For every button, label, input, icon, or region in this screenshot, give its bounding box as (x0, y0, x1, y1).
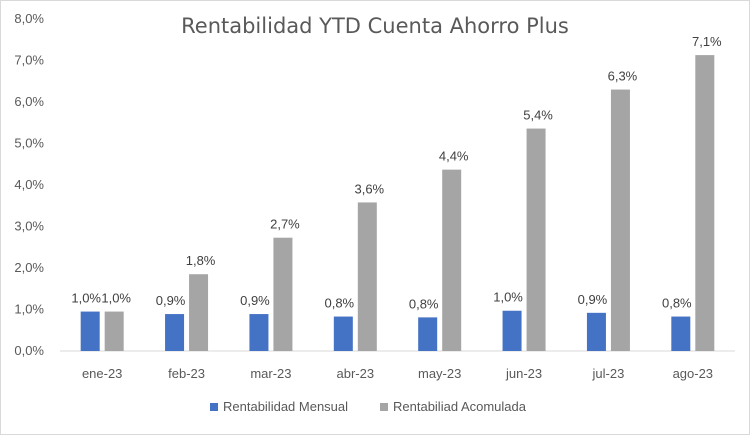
bar-rentabilidad-acumulada (104, 311, 124, 351)
y-tick-label: 5,0% (14, 136, 44, 151)
x-tick-label: jul-23 (592, 366, 625, 381)
y-tick-label: 0,0% (14, 343, 44, 358)
bar-rentabilidad-mensual (165, 314, 185, 351)
x-tick-label: ene-23 (82, 366, 122, 381)
legend: Rentabilidad Mensual Rentabiliad Acomulad… (210, 399, 527, 414)
x-tick-label: feb-23 (168, 366, 205, 381)
legend-label-acumulada: Rentabiliad Acomulada (393, 399, 527, 414)
bar-rentabilidad-mensual (333, 316, 353, 351)
data-label: 0,9% (156, 293, 186, 308)
bar-rentabilidad-acumulada (610, 89, 630, 352)
data-label: 0,8% (409, 296, 439, 311)
bar-rentabilidad-mensual (249, 314, 269, 351)
bar-rentabilidad-mensual (80, 311, 100, 351)
data-label: 1,0% (493, 290, 523, 305)
bars (80, 55, 715, 352)
y-tick-label: 6,0% (14, 94, 44, 109)
bar-rentabilidad-acumulada (526, 128, 546, 351)
y-tick-label: 4,0% (14, 177, 44, 192)
y-tick-label: 7,0% (14, 53, 44, 68)
y-tick-label: 3,0% (14, 219, 44, 234)
bar-rentabilidad-acumulada (357, 202, 377, 351)
bar-rentabilidad-mensual (586, 312, 606, 351)
x-tick-label: may-23 (418, 366, 461, 381)
legend-swatch-acumulada (380, 403, 388, 411)
legend-swatch-mensual (210, 403, 218, 411)
bar-rentabilidad-mensual (418, 317, 438, 351)
data-label: 2,7% (270, 217, 300, 232)
data-label: 6,3% (608, 69, 638, 84)
data-label: 1,0% (101, 291, 131, 306)
bar-rentabilidad-acumulada (273, 237, 293, 351)
y-tick-label: 1,0% (14, 302, 44, 317)
y-tick-label: 2,0% (14, 260, 44, 275)
data-label: 3,6% (354, 181, 384, 196)
data-label: 0,9% (240, 293, 270, 308)
data-label: 0,8% (324, 296, 354, 311)
x-tick-label: mar-23 (250, 366, 291, 381)
bar-rentabilidad-acumulada (695, 55, 715, 351)
bar-rentabilidad-acumulada (189, 274, 209, 351)
x-tick-label: abr-23 (337, 366, 375, 381)
bar-rentabilidad-mensual (502, 310, 522, 351)
x-tick-label: ago-23 (673, 366, 713, 381)
x-tick-label: jun-23 (505, 366, 542, 381)
data-labels: 1,0% 1,0% 0,9%1,8%0,9%2,7%0,8%3,6%0,8%4,4%… (71, 34, 722, 311)
data-label: 1,0% (71, 291, 101, 306)
data-label: 7,1% (692, 34, 722, 49)
data-label: 5,4% (523, 108, 553, 123)
legend-label-mensual: Rentabilidad Mensual (223, 399, 348, 414)
bar-rentabilidad-acumulada (442, 169, 462, 351)
axes: 0,0% 1,0% 2,0% 3,0% 4,0% 5,0% 6,0% 7,0% 8,0% ene-… (14, 11, 735, 381)
data-label: 0,8% (662, 296, 692, 311)
data-label: 1,8% (186, 253, 216, 268)
data-label: 4,4% (439, 149, 469, 164)
data-label: 0,9% (578, 292, 608, 307)
y-tick-label: 8,0% (14, 11, 44, 26)
bar-rentabilidad-mensual (671, 316, 691, 351)
chart-title: Rentabilidad YTD Cuenta Ahorro Plus (181, 14, 569, 38)
